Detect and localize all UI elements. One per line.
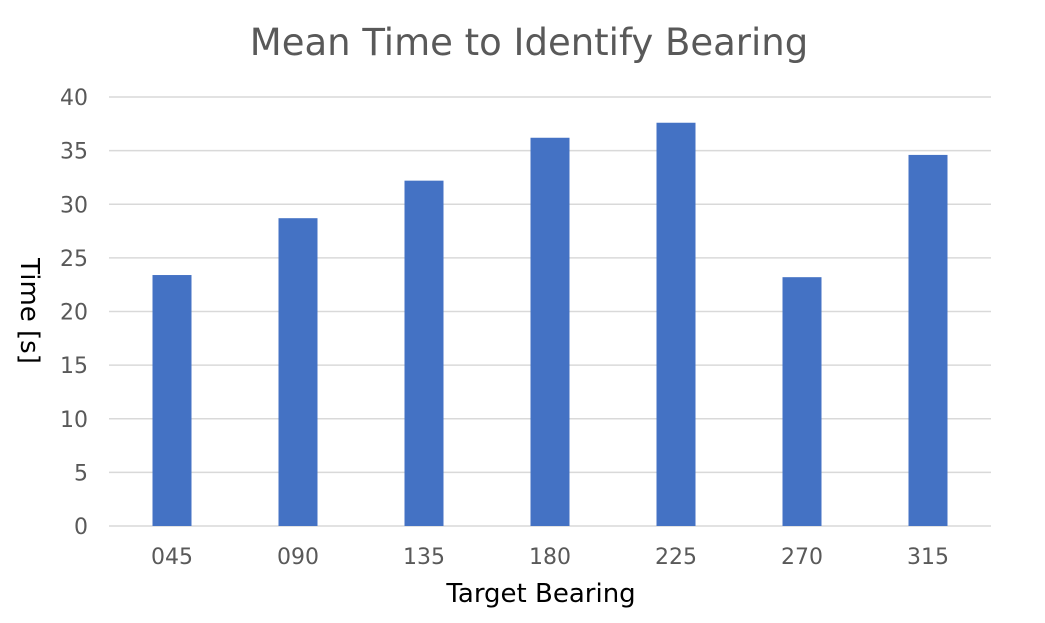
x-tick-label: 270: [781, 545, 823, 570]
y-tick-label: 5: [74, 461, 88, 486]
y-tick-label: 15: [60, 354, 88, 379]
bars: [152, 122, 948, 527]
x-axis-ticks: 045 090 135 180 225 270 315: [151, 545, 949, 570]
bar-315: [908, 154, 948, 527]
chart-title: Mean Time to Identify Bearing: [250, 21, 808, 64]
y-tick-label: 20: [60, 301, 88, 326]
y-tick-label: 40: [60, 86, 88, 111]
y-tick-label: 35: [60, 140, 88, 165]
bar-045: [152, 275, 192, 526]
y-tick-label: 10: [60, 408, 88, 433]
x-tick-label: 225: [655, 545, 697, 570]
bar-135: [404, 180, 444, 526]
y-tick-label: 0: [74, 515, 88, 540]
y-tick-label: 25: [60, 247, 88, 272]
x-tick-label: 045: [151, 545, 193, 570]
bar-180: [530, 137, 570, 526]
bar-090: [278, 218, 318, 526]
y-axis-ticks: 0 5 10 15 20 25 30 35 40: [60, 86, 88, 540]
x-axis-title: Target Bearing: [445, 579, 635, 609]
bar-270: [782, 277, 822, 526]
y-axis-title: Time [s]: [14, 257, 44, 364]
x-tick-label: 135: [403, 545, 445, 570]
bar-225: [656, 122, 696, 527]
x-tick-label: 090: [277, 545, 319, 570]
y-tick-label: 30: [60, 193, 88, 218]
x-tick-label: 315: [907, 545, 949, 570]
x-tick-label: 180: [529, 545, 571, 570]
